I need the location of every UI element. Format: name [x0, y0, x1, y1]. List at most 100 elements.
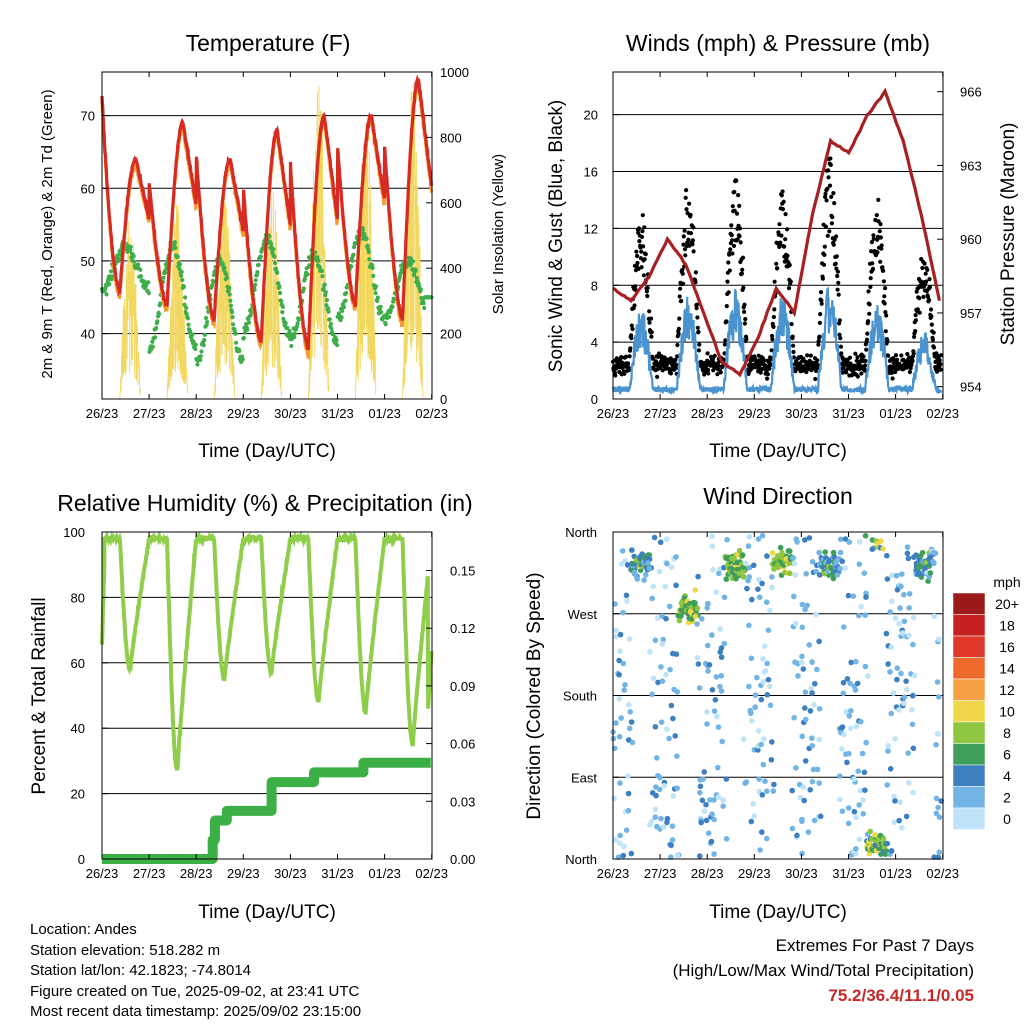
gust-point [741, 285, 746, 290]
direction-point [703, 817, 710, 824]
direction-point [856, 539, 863, 545]
direction-point [808, 685, 814, 692]
gust-point [658, 363, 663, 369]
dewpoint-point [249, 310, 254, 315]
dewpoint-point [271, 247, 276, 252]
dewpoint-point [228, 298, 233, 303]
direction-point [862, 612, 868, 619]
gust-series [610, 156, 944, 382]
gust-point [867, 302, 872, 307]
direction-point [798, 659, 805, 666]
direction-point [856, 836, 863, 843]
direction-point [699, 797, 706, 804]
direction-point [845, 820, 852, 827]
gust-point [715, 372, 720, 377]
direction-point [712, 697, 719, 703]
direction-point [758, 741, 764, 748]
dewpoint-point [387, 315, 392, 320]
direction-point [764, 788, 770, 794]
direction-point [894, 676, 900, 683]
direction-point [906, 591, 913, 597]
direction-point [624, 562, 631, 568]
direction-point [811, 817, 818, 824]
gust-point [635, 260, 640, 266]
direction-point [709, 811, 715, 817]
direction-point [620, 660, 627, 667]
gust-point [702, 372, 707, 377]
direction-point [861, 570, 868, 576]
direction-point [830, 575, 837, 582]
direction-point [659, 641, 666, 647]
direction-point [723, 836, 730, 842]
dewpoint-point [328, 321, 333, 326]
gust-point [823, 191, 828, 196]
direction-point [801, 797, 807, 804]
gust-point [746, 371, 751, 376]
y2-tick-label: 0.15 [450, 563, 475, 578]
direction-point [856, 561, 863, 567]
gust-point [724, 304, 729, 309]
direction-point [748, 818, 755, 825]
direction-point [625, 807, 632, 814]
pressure-line [612, 87, 941, 378]
gust-point [816, 339, 821, 344]
gust-point [725, 279, 730, 284]
x-tick-label: 31/23 [832, 406, 865, 421]
direction-point [800, 784, 807, 790]
direction-point [673, 582, 679, 589]
gust-point [931, 330, 936, 335]
direction-point [651, 534, 658, 541]
direction-point [933, 795, 940, 802]
gust-point [643, 252, 648, 257]
gust-point [640, 229, 645, 234]
direction-point [658, 815, 664, 822]
direction-point [805, 829, 812, 835]
direction-point [746, 622, 752, 629]
direction-point [767, 607, 773, 614]
direction-point [797, 794, 804, 801]
dewpoint-point [228, 303, 233, 308]
gust-point [835, 287, 840, 292]
gust-point [870, 266, 876, 271]
direction-point [756, 576, 762, 583]
dewpoint-point [163, 270, 168, 275]
direction-point [751, 813, 757, 819]
direction-point [715, 794, 722, 800]
direction-point [802, 758, 809, 764]
dewpoint-point [224, 275, 229, 281]
direction-point [936, 636, 942, 642]
direction-point [795, 673, 801, 679]
dewpoint-point [297, 317, 302, 322]
gust-point [838, 336, 843, 341]
gust-point [938, 367, 943, 372]
y2-tick-label: 400 [440, 261, 462, 276]
direction-point [888, 710, 894, 717]
gust-point [624, 354, 629, 359]
dewpoint-point [371, 273, 376, 278]
direction-point [695, 661, 702, 667]
direction-point [898, 670, 904, 677]
gust-point [785, 227, 790, 232]
gust-point [632, 303, 637, 308]
dewpoint-point [364, 236, 369, 241]
temperature-x-label: Time (Day/UTC) [198, 441, 336, 462]
direction-point [716, 570, 722, 577]
y-tick-label: 80 [71, 590, 85, 605]
gust-point [791, 349, 796, 355]
gust-point [825, 233, 830, 238]
extremes-heading: Extremes For Past 7 Days [775, 936, 974, 955]
gust-point [682, 228, 687, 233]
direction-point [705, 830, 712, 836]
gust-point [863, 363, 868, 368]
direction-point [645, 560, 651, 566]
gust-point [737, 226, 743, 231]
gust-point [836, 280, 841, 285]
legend-label: 4 [1003, 768, 1011, 784]
dewpoint-point [351, 252, 356, 257]
gust-point [913, 313, 918, 318]
direction-point [846, 539, 852, 545]
gust-point [875, 250, 880, 255]
gust-point [837, 332, 842, 337]
gust-point [917, 310, 922, 315]
winds-pressure-panel: Winds (mph) & Pressure (mb) 0 4 8 12 16 20 95… [546, 30, 1019, 462]
